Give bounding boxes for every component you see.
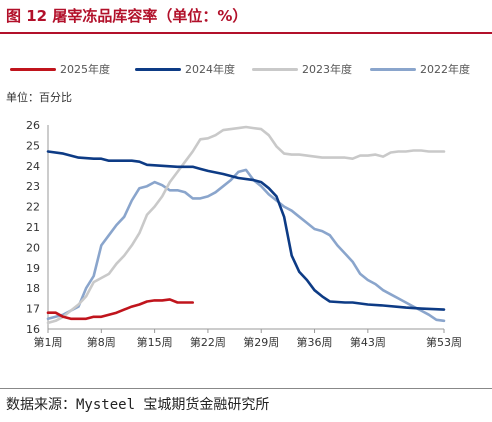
unit-label: 单位：百分比 <box>6 91 72 104</box>
legend-label-2022: 2022年度 <box>420 63 470 76</box>
series-line-2023 <box>46 125 446 325</box>
title-rule <box>0 32 492 34</box>
y-tick-label: 19 <box>26 262 40 275</box>
series-line-2025 <box>46 298 194 321</box>
series-layer <box>46 125 446 325</box>
y-tick-label: 16 <box>26 323 40 336</box>
chart-title: 图 12 屠宰冻品库容率（单位：%） <box>6 7 248 25</box>
x-tick-label: 第15周 <box>137 335 173 349</box>
x-axis: 第1周 第8周 第15周 第22周 第29周 第36周 第43周 第53周 <box>34 328 462 349</box>
y-tick-label: 25 <box>26 139 40 152</box>
series-line-2024 <box>46 150 446 311</box>
y-tick-label: 22 <box>26 201 40 214</box>
legend-swatch-2022 <box>370 68 416 71</box>
series-line-2022 <box>46 168 446 323</box>
legend-label-2025: 2025年度 <box>60 63 110 76</box>
legend-swatch-2024 <box>135 68 181 71</box>
y-tick-label: 21 <box>26 221 40 234</box>
source-rule <box>0 388 492 389</box>
x-tick-label: 第22周 <box>190 335 226 349</box>
legend: 2025年度 2024年度 2023年度 2022年度 <box>10 60 488 78</box>
y-tick-label: 20 <box>26 241 40 254</box>
legend-swatch-2025 <box>10 68 56 71</box>
x-tick-label: 第1周 <box>34 335 63 349</box>
y-tick-label: 23 <box>26 180 40 193</box>
x-tick-label: 第43周 <box>350 335 386 349</box>
source-note: 数据来源：Mysteel 宝城期货金融研究所 <box>6 394 269 414</box>
y-tick-label: 18 <box>26 282 40 295</box>
y-axis: 16 17 18 19 20 21 22 23 24 25 26 <box>26 119 49 336</box>
x-tick-label: 第53周 <box>426 335 462 349</box>
y-tick-label: 17 <box>26 303 40 316</box>
x-tick-label: 第29周 <box>243 335 279 349</box>
legend-label-2024: 2024年度 <box>185 63 235 76</box>
line-chart: 16 17 18 19 20 21 22 23 24 25 26 第1周 第8周 第15周 第22周 第29… <box>26 119 462 349</box>
y-tick-label: 24 <box>26 160 40 173</box>
y-tick-label: 26 <box>26 119 40 132</box>
legend-label-2023: 2023年度 <box>302 63 352 76</box>
x-tick-label: 第8周 <box>87 335 116 349</box>
x-tick-label: 第36周 <box>297 335 333 349</box>
source-name: Mysteel 宝城期货金融研究所 <box>76 397 270 413</box>
legend-swatch-2023 <box>252 68 298 71</box>
source-prefix: 数据来源： <box>6 397 76 413</box>
